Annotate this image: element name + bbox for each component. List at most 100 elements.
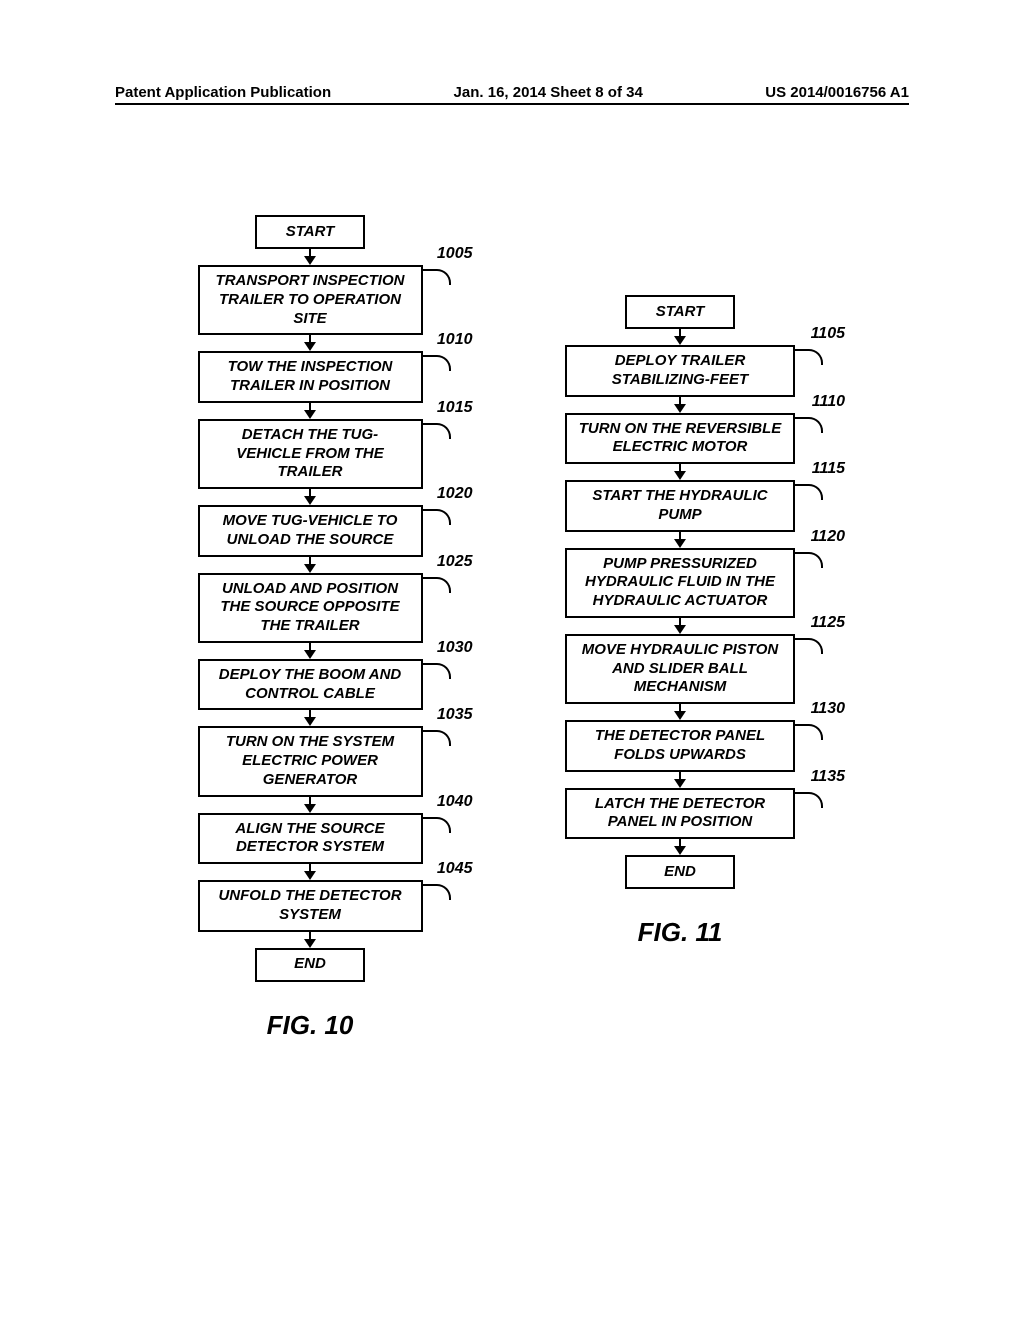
page: Patent Application Publication Jan. 16, … <box>0 0 1024 1320</box>
flow-step: MOVE TUG-VEHICLE TO UNLOAD THE SOURCE102… <box>198 505 423 557</box>
step-box: UNFOLD THE DETECTOR SYSTEM <box>198 880 423 932</box>
terminal-end: END <box>255 948 365 982</box>
flow-step: TOW THE INSPECTION TRAILER IN POSITION10… <box>198 351 423 403</box>
flow-arrow <box>304 710 316 726</box>
flow-arrow <box>304 335 316 351</box>
header-left: Patent Application Publication <box>115 84 331 101</box>
flow-step: START THE HYDRAULIC PUMP1115 <box>565 480 795 532</box>
leader-line <box>423 730 451 746</box>
flow-step: UNLOAD AND POSITION THE SOURCE OPPOSITE … <box>198 573 423 643</box>
flow-arrow <box>674 464 686 480</box>
flow-step: TURN ON THE SYSTEM ELECTRIC POWER GENERA… <box>198 726 423 796</box>
flow-step: UNFOLD THE DETECTOR SYSTEM1045 <box>198 880 423 932</box>
step-box: DEPLOY THE BOOM AND CONTROL CABLE <box>198 659 423 711</box>
step-reference-number: 1005 <box>437 245 473 263</box>
terminal-start: START <box>625 295 735 329</box>
flow-step: THE DETECTOR PANEL FOLDS UPWARDS1130 <box>565 720 795 772</box>
leader-line <box>795 792 823 808</box>
flow-arrow <box>674 329 686 345</box>
terminal-start: START <box>255 215 365 249</box>
flow-arrow <box>674 397 686 413</box>
flow-arrow <box>674 704 686 720</box>
step-box: TURN ON THE REVERSIBLE ELECTRIC MOTOR <box>565 413 795 465</box>
leader-line <box>423 577 451 593</box>
step-reference-number: 1130 <box>811 700 845 718</box>
flow-step: LATCH THE DETECTOR PANEL IN POSITION1135 <box>565 788 795 840</box>
step-box: TURN ON THE SYSTEM ELECTRIC POWER GENERA… <box>198 726 423 796</box>
flow-arrow <box>304 489 316 505</box>
flow-step: TRANSPORT INSPECTION TRAILER TO OPERATIO… <box>198 265 423 335</box>
leader-line <box>423 269 451 285</box>
flow-arrow <box>304 643 316 659</box>
terminal-end: END <box>625 855 735 889</box>
leader-line <box>795 638 823 654</box>
step-box: DETACH THE TUG-VEHICLE FROM THE TRAILER <box>198 419 423 489</box>
leader-line <box>795 724 823 740</box>
step-reference-number: 1120 <box>811 528 845 546</box>
leader-line <box>795 552 823 568</box>
step-reference-number: 1035 <box>437 706 473 724</box>
step-reference-number: 1010 <box>437 331 473 349</box>
step-box: TOW THE INSPECTION TRAILER IN POSITION <box>198 351 423 403</box>
step-box: LATCH THE DETECTOR PANEL IN POSITION <box>565 788 795 840</box>
step-box: MOVE TUG-VEHICLE TO UNLOAD THE SOURCE <box>198 505 423 557</box>
step-reference-number: 1135 <box>811 768 845 786</box>
step-box: DEPLOY TRAILER STABILIZING-FEET <box>565 345 795 397</box>
step-reference-number: 1125 <box>811 614 845 632</box>
flow-arrow <box>304 249 316 265</box>
step-box: THE DETECTOR PANEL FOLDS UPWARDS <box>565 720 795 772</box>
leader-line <box>795 484 823 500</box>
step-reference-number: 1030 <box>437 639 473 657</box>
step-reference-number: 1040 <box>437 793 473 811</box>
leader-line <box>423 817 451 833</box>
flow-step: TURN ON THE REVERSIBLE ELECTRIC MOTOR111… <box>565 413 795 465</box>
step-reference-number: 1020 <box>437 485 473 503</box>
page-header: Patent Application Publication Jan. 16, … <box>115 84 909 105</box>
flowchart-fig11: START DEPLOY TRAILER STABILIZING-FEET110… <box>520 295 840 948</box>
flowchart-fig10: START TRANSPORT INSPECTION TRAILER TO OP… <box>160 215 460 1041</box>
step-box: MOVE HYDRAULIC PISTON AND SLIDER BALL ME… <box>565 634 795 704</box>
end-box: END <box>625 855 735 889</box>
flow-step: DEPLOY THE BOOM AND CONTROL CABLE1030 <box>198 659 423 711</box>
flow-arrow <box>304 797 316 813</box>
step-reference-number: 1110 <box>812 393 845 411</box>
flow-arrow <box>304 864 316 880</box>
flow-step: PUMP PRESSURIZED HYDRAULIC FLUID IN THE … <box>565 548 795 618</box>
step-reference-number: 1105 <box>811 325 845 343</box>
flow-arrow <box>674 839 686 855</box>
figure-label: FIG. 10 <box>267 1010 354 1041</box>
header-center: Jan. 16, 2014 Sheet 8 of 34 <box>454 84 643 101</box>
step-reference-number: 1025 <box>437 553 473 571</box>
step-reference-number: 1045 <box>437 860 473 878</box>
flow-step: MOVE HYDRAULIC PISTON AND SLIDER BALL ME… <box>565 634 795 704</box>
flow-arrow <box>674 532 686 548</box>
step-box: UNLOAD AND POSITION THE SOURCE OPPOSITE … <box>198 573 423 643</box>
flow-step: DETACH THE TUG-VEHICLE FROM THE TRAILER1… <box>198 419 423 489</box>
leader-line <box>423 663 451 679</box>
leader-line <box>423 884 451 900</box>
header-right: US 2014/0016756 A1 <box>765 84 909 101</box>
start-box: START <box>625 295 735 329</box>
flow-arrow <box>304 557 316 573</box>
leader-line <box>795 349 823 365</box>
leader-line <box>423 355 451 371</box>
step-reference-number: 1015 <box>437 399 473 417</box>
leader-line <box>423 423 451 439</box>
step-box: PUMP PRESSURIZED HYDRAULIC FLUID IN THE … <box>565 548 795 618</box>
flow-step: ALIGN THE SOURCE DETECTOR SYSTEM1040 <box>198 813 423 865</box>
start-box: START <box>255 215 365 249</box>
figure-label: FIG. 11 <box>638 917 723 948</box>
step-box: TRANSPORT INSPECTION TRAILER TO OPERATIO… <box>198 265 423 335</box>
flow-step: DEPLOY TRAILER STABILIZING-FEET1105 <box>565 345 795 397</box>
flow-arrow <box>674 772 686 788</box>
flow-arrow <box>304 403 316 419</box>
end-box: END <box>255 948 365 982</box>
leader-line <box>795 417 823 433</box>
step-box: ALIGN THE SOURCE DETECTOR SYSTEM <box>198 813 423 865</box>
flow-arrow <box>674 618 686 634</box>
leader-line <box>423 509 451 525</box>
flow-arrow <box>304 932 316 948</box>
step-box: START THE HYDRAULIC PUMP <box>565 480 795 532</box>
step-reference-number: 1115 <box>812 460 845 478</box>
flowcharts-container: START TRANSPORT INSPECTION TRAILER TO OP… <box>160 215 924 1041</box>
